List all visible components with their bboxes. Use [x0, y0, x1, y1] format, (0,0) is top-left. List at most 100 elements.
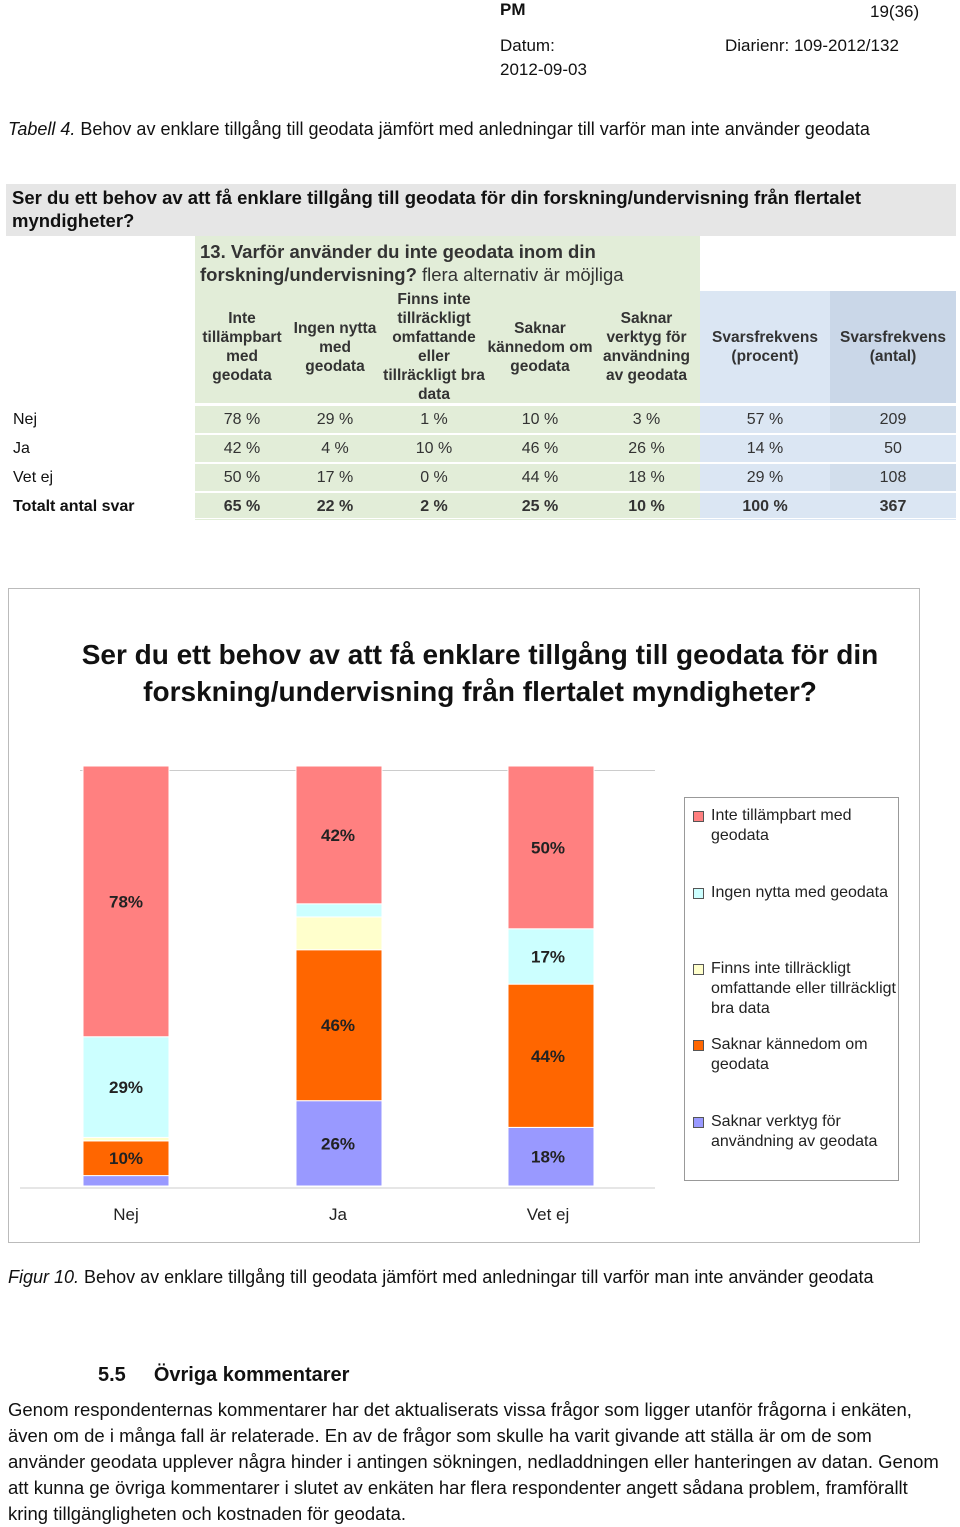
section-body: Genom respondenternas kommentarer har de… — [8, 1399, 939, 1524]
table-cell: 22 % — [289, 493, 381, 520]
table-cell: 29 % — [289, 406, 381, 433]
data-label: 44% — [531, 1047, 565, 1066]
table-cell: 57 % — [700, 406, 830, 433]
legend-text: Saknar verktyg för användning av geodata — [711, 1113, 878, 1150]
category-label: Vet ej — [527, 1205, 570, 1224]
table-cell: 1 % — [381, 406, 487, 433]
legend-entry: Inte tillämpbart med geodata — [693, 806, 901, 846]
table-cell: 65 % — [195, 493, 289, 520]
question-bar — [6, 184, 956, 236]
header-spacer — [6, 291, 195, 403]
data-label: 42% — [321, 826, 355, 845]
table-cell: 78 % — [195, 406, 289, 433]
table-cell: 42 % — [195, 435, 289, 462]
col-header: Saknar verktyg för användning av geodata — [593, 291, 700, 403]
table-cell: 50 — [830, 435, 956, 462]
table-cell: 4 % — [289, 435, 381, 462]
table-caption-text: Behov av enklare tillgång till geodata j… — [75, 119, 870, 139]
table-cell: 44 % — [487, 464, 593, 491]
chart-title: Ser du ett behov av att få enklare tillg… — [81, 639, 879, 707]
legend-entry: Saknar kännedom om geodata — [693, 1035, 901, 1075]
col-header: Inte tillämpbart med geodata — [195, 291, 289, 403]
chart-legend: Inte tillämpbart med geodata Ingen nytta … — [684, 797, 899, 1181]
bar-segment — [295, 916, 383, 951]
diarienr: Diarienr: 109-2012/132 — [725, 36, 899, 55]
bar-segment — [82, 1136, 170, 1142]
legend-entry: Finns inte tillräckligt omfattande eller… — [693, 959, 901, 1019]
row-label: Ja — [13, 439, 30, 457]
col-header: Ingen nytta med geodata — [289, 291, 381, 403]
legend-swatch — [693, 964, 704, 975]
table-cell: 0 % — [381, 464, 487, 491]
bar-segment — [82, 1140, 170, 1177]
legend-swatch — [693, 1040, 704, 1051]
bar-segment — [82, 765, 170, 1038]
table-cell: 100 % — [700, 493, 830, 520]
data-label: 50% — [531, 838, 565, 857]
table-bottom — [6, 518, 956, 519]
table-cell: 10 % — [593, 493, 700, 520]
date-value: 2012-09-03 — [500, 60, 587, 79]
table-subquestion: 13. Varför använder du inte geodata inom… — [200, 240, 695, 286]
section-heading: 5.5 Övriga kommentarer — [98, 1364, 349, 1387]
table-cell: 46 % — [487, 435, 593, 462]
legend-swatch — [693, 1117, 704, 1128]
figure-caption-prefix: Figur 10. — [8, 1267, 80, 1287]
table-cell: 10 % — [487, 406, 593, 433]
table-cell: 367 — [830, 493, 956, 520]
bar-segment — [507, 1126, 595, 1187]
bar-segment — [82, 1036, 170, 1138]
bar-segment — [82, 1175, 170, 1187]
figure-caption-text: Behov av enklare tillgång till geodata j… — [79, 1267, 874, 1287]
data-label: 10% — [109, 1149, 143, 1168]
legend-text: Saknar kännedom om geodata — [711, 1036, 868, 1073]
table-cell: 17 % — [289, 464, 381, 491]
legend-text: Ingen nytta med geodata — [711, 884, 889, 901]
table-cell: 18 % — [593, 464, 700, 491]
bar-segment — [295, 903, 383, 918]
data-label: 18% — [531, 1148, 565, 1167]
subquestion-bar — [195, 236, 700, 291]
table-caption-prefix: Tabell 4. — [8, 119, 76, 139]
table-cell: 14 % — [700, 435, 830, 462]
row-label: Totalt antal svar — [13, 497, 135, 515]
legend-entry: Ingen nytta med geodata — [693, 883, 901, 903]
data-label: 17% — [531, 947, 565, 966]
legend-text: Inte tillämpbart med geodata — [711, 807, 852, 844]
section-number: 5.5 — [98, 1364, 126, 1386]
table-question: Ser du ett behov av att få enklare tillg… — [12, 187, 862, 231]
category-label: Nej — [113, 1205, 139, 1224]
col-header: Saknar kännedom om geodata — [487, 291, 593, 403]
table-cell: 25 % — [487, 493, 593, 520]
doc-label: PM — [500, 0, 526, 19]
page-number: 19(36) — [870, 2, 920, 21]
bar-segment — [295, 949, 383, 1102]
table-cell: 26 % — [593, 435, 700, 462]
col-header: Svarsfrekvens (procent) — [700, 291, 830, 403]
subquestion-bold: 13. Varför använder du inte geodata inom… — [200, 241, 596, 285]
col-header: Finns inte tillräckligt omfattande eller… — [381, 291, 487, 403]
row-label: Vet ej — [13, 468, 54, 486]
legend-swatch — [693, 888, 704, 899]
row-label: Nej — [13, 410, 38, 428]
table-cell: 29 % — [700, 464, 830, 491]
bar-segment — [295, 765, 383, 905]
bar-segment — [507, 928, 595, 985]
section-title: Övriga kommentarer — [153, 1364, 350, 1386]
legend-text: Finns inte tillräckligt omfattande eller… — [711, 960, 896, 1017]
table-cell: 10 % — [381, 435, 487, 462]
legend-swatch — [693, 811, 704, 822]
category-label: Ja — [329, 1205, 348, 1224]
col-header: Svarsfrekvens (antal) — [830, 291, 956, 403]
date-label: Datum: — [500, 36, 555, 55]
legend-entry: Saknar verktyg för användning av geodata — [693, 1112, 901, 1152]
data-label: 78% — [109, 892, 143, 911]
data-label: 26% — [321, 1134, 355, 1153]
table-cell: 50 % — [195, 464, 289, 491]
data-label: 29% — [109, 1078, 143, 1097]
data-label: 46% — [321, 1016, 355, 1035]
figure-caption: Figur 10. Behov av enklare tillgång till… — [8, 1265, 938, 1289]
table-cell: 3 % — [593, 406, 700, 433]
table-caption: Tabell 4. Behov av enklare tillgång till… — [8, 117, 948, 141]
